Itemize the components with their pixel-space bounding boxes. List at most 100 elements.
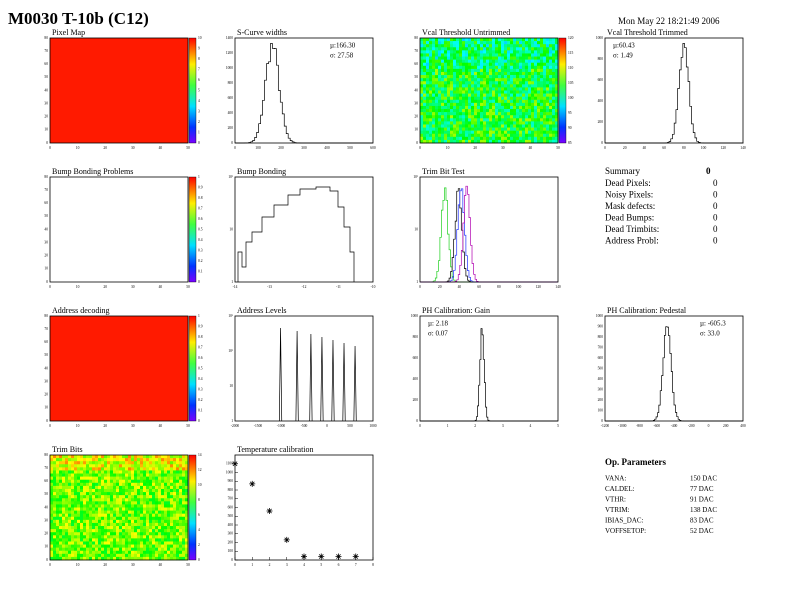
heatmap-cell: [62, 519, 66, 524]
heatmap-cell: [65, 553, 69, 558]
heatmap-cell: [161, 510, 165, 514]
heatmap-cell: [110, 553, 114, 558]
heatmap-cell: [552, 105, 556, 110]
heatmap-cell: [59, 541, 63, 545]
heatmap-cell: [528, 93, 532, 97]
heatmap-cell: [447, 65, 451, 70]
heatmap-cell: [65, 519, 69, 524]
heatmap-cell: [492, 78, 496, 82]
heatmap-cell: [507, 99, 511, 104]
heatmap-cell: [71, 501, 75, 505]
heatmap-cell: [513, 41, 517, 45]
heatmap-cell: [555, 59, 559, 64]
heatmap-cell: [71, 498, 75, 502]
z-tick-label: 0: [198, 280, 200, 284]
heatmap-cell: [182, 553, 186, 558]
heatmap-cell: [552, 121, 556, 125]
heatmap-cell: [507, 68, 511, 73]
heatmap-cell: [161, 488, 165, 493]
heatmap-cell: [128, 550, 132, 555]
heatmap-cell: [474, 75, 478, 79]
heatmap-cell: [522, 75, 526, 79]
heatmap-cell: [519, 130, 523, 135]
heatmap-cell: [161, 532, 165, 536]
heatmap-cell: [552, 99, 556, 104]
heatmap-cell: [462, 47, 466, 51]
heatmap-cell: [495, 38, 499, 42]
heatmap-cell: [534, 84, 538, 88]
heatmap-cell: [510, 71, 514, 76]
heatmap-cell: [549, 124, 553, 128]
heatmap-cell: [534, 112, 538, 116]
y-tick-label: 10: [414, 227, 418, 231]
heatmap-cell: [116, 455, 120, 459]
y-tick-label: 1100: [226, 462, 233, 466]
heatmap-cell: [176, 476, 180, 481]
marker: [352, 553, 359, 560]
heatmap-cell: [453, 75, 457, 79]
heatmap-cell: [158, 461, 162, 465]
heatmap-cell: [471, 81, 475, 85]
heatmap-cell: [110, 510, 114, 514]
heatmap-cell: [528, 47, 532, 51]
heatmap-cell: [504, 90, 508, 94]
heatmap-cell: [92, 461, 96, 465]
heatmap-cell: [140, 513, 144, 518]
heatmap-cell: [468, 53, 472, 57]
heatmap-cell: [134, 482, 138, 487]
heatmap-cell: [465, 93, 469, 97]
heatmap-cell: [444, 93, 448, 97]
heatmap-cell: [176, 461, 180, 465]
heatmap-cell: [492, 65, 496, 70]
heatmap-cell: [450, 59, 454, 64]
heatmap-cell: [492, 115, 496, 119]
heatmap-cell: [131, 544, 135, 548]
heatmap-cell: [134, 526, 138, 530]
heatmap-cell: [167, 532, 171, 536]
heatmap-cell: [56, 492, 60, 496]
heatmap-cell: [161, 482, 165, 487]
heatmap-cell: [68, 510, 72, 514]
heatmap-cell: [80, 498, 84, 502]
heatmap-cell: [74, 516, 78, 521]
heatmap-cell: [107, 553, 111, 558]
heatmap-cell: [438, 41, 442, 45]
heatmap-cell: [128, 485, 132, 490]
heatmap-cell: [131, 553, 135, 558]
heatmap-cell: [456, 136, 460, 141]
heatmap-cell: [555, 68, 559, 73]
heatmap-cell: [474, 127, 478, 131]
x-tick-label: 10: [76, 424, 80, 428]
heatmap-cell: [513, 118, 517, 122]
heatmap-cell: [429, 59, 433, 64]
z-tick-label: 6: [198, 513, 200, 517]
heatmap-cell: [468, 90, 472, 94]
heatmap-cell: [519, 93, 523, 97]
x-tick-label: 4: [303, 563, 305, 567]
heatmap-cell: [62, 488, 66, 493]
heatmap-cell: [170, 485, 174, 490]
heatmap-cell: [486, 133, 490, 138]
heatmap-cell: [128, 535, 132, 539]
heatmap-cell: [462, 90, 466, 94]
heatmap-cell: [53, 467, 57, 471]
heatmap-cell: [453, 65, 457, 70]
heatmap-cell: [140, 535, 144, 539]
heatmap-cell: [152, 553, 156, 558]
heatmap-cell: [534, 127, 538, 131]
heatmap-cell: [453, 96, 457, 101]
heatmap-cell: [537, 81, 541, 85]
heatmap-cell: [143, 526, 147, 530]
heatmap-cell: [77, 538, 81, 542]
x-tick-label: 2: [269, 563, 271, 567]
heatmap-cell: [480, 124, 484, 128]
heatmap-cell: [453, 38, 457, 42]
heatmap-cell: [555, 121, 559, 125]
x-tick-label: 10: [76, 563, 80, 567]
heatmap-cell: [450, 99, 454, 104]
heatmap-cell: [131, 513, 135, 518]
heatmap-cell: [549, 87, 553, 91]
heatmap-cell: [143, 522, 147, 527]
heatmap-cell: [146, 501, 150, 505]
heatmap-cell: [447, 124, 451, 128]
